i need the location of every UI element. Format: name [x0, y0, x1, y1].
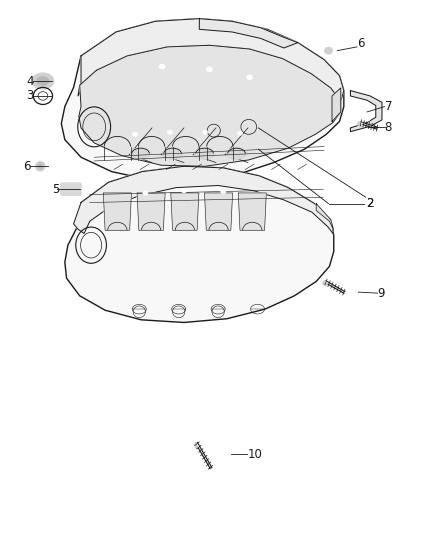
Polygon shape [199, 19, 298, 48]
Ellipse shape [35, 161, 45, 171]
Ellipse shape [132, 132, 138, 136]
Text: 6: 6 [357, 37, 364, 50]
Ellipse shape [325, 47, 332, 54]
Ellipse shape [221, 190, 226, 194]
Text: 2: 2 [366, 197, 373, 210]
Ellipse shape [130, 148, 151, 159]
Text: 7: 7 [385, 100, 392, 113]
Ellipse shape [32, 73, 54, 89]
Text: 10: 10 [247, 448, 262, 461]
Ellipse shape [206, 67, 212, 72]
Ellipse shape [194, 148, 215, 159]
Ellipse shape [181, 189, 187, 193]
Text: 9: 9 [378, 287, 385, 300]
Bar [194, 442, 199, 449]
Polygon shape [332, 88, 341, 122]
Ellipse shape [38, 164, 43, 169]
Polygon shape [65, 166, 334, 322]
Polygon shape [79, 45, 341, 166]
Polygon shape [74, 166, 334, 235]
Text: 3: 3 [26, 90, 34, 102]
Ellipse shape [167, 130, 173, 134]
Ellipse shape [247, 75, 253, 80]
Polygon shape [137, 193, 165, 230]
Text: 4: 4 [26, 75, 34, 87]
Ellipse shape [202, 130, 208, 134]
Polygon shape [171, 193, 199, 230]
Polygon shape [61, 19, 344, 181]
Polygon shape [238, 193, 266, 230]
Text: 5: 5 [52, 183, 59, 196]
Bar [322, 280, 328, 286]
Bar [357, 122, 363, 126]
Polygon shape [78, 19, 344, 101]
Ellipse shape [226, 148, 247, 159]
FancyBboxPatch shape [60, 183, 81, 196]
Ellipse shape [37, 77, 49, 85]
Ellipse shape [237, 131, 243, 135]
Polygon shape [350, 91, 382, 132]
Polygon shape [316, 204, 334, 230]
Ellipse shape [159, 64, 165, 69]
Ellipse shape [362, 113, 371, 122]
Text: 6: 6 [23, 160, 30, 173]
Polygon shape [205, 193, 233, 230]
Text: 2: 2 [366, 197, 373, 210]
Polygon shape [103, 193, 131, 230]
Text: 8: 8 [385, 122, 392, 134]
Ellipse shape [143, 191, 148, 195]
Ellipse shape [362, 102, 371, 111]
Ellipse shape [162, 148, 183, 159]
